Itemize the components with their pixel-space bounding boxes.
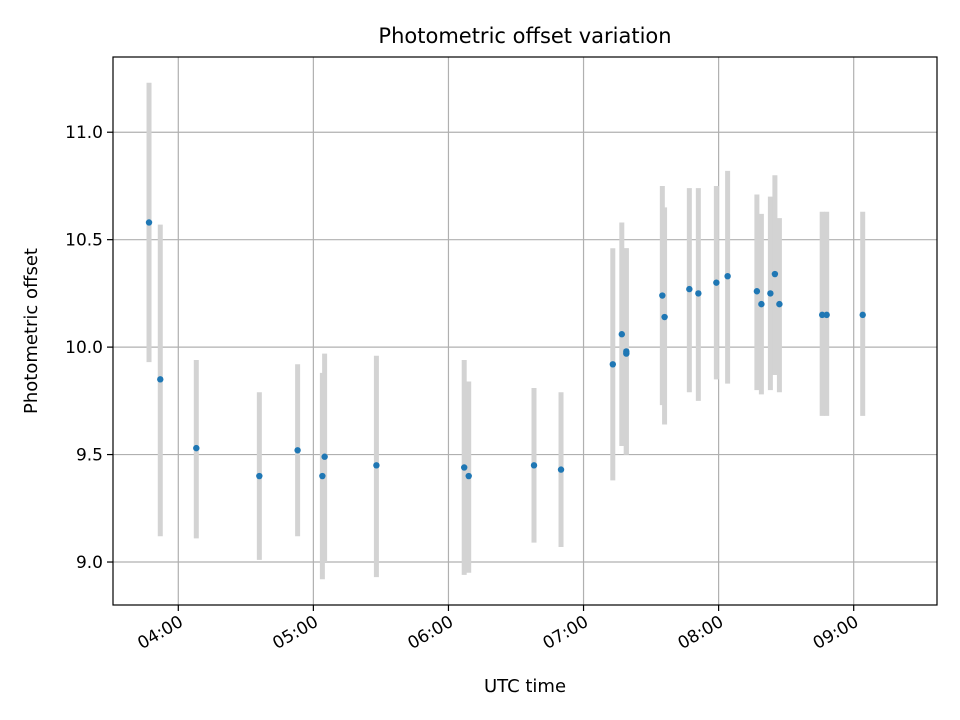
data-point — [818, 311, 826, 319]
data-point — [661, 313, 668, 321]
data-point — [618, 331, 626, 338]
data-point — [823, 311, 830, 319]
data-points — [145, 219, 866, 480]
y-tick-label: 9.5 — [76, 446, 103, 466]
data-point — [256, 472, 263, 480]
data-point — [461, 464, 468, 471]
y-axis: 9.0 9.5 10.0 10.5 11.0 — [65, 123, 113, 573]
data-point — [771, 270, 779, 278]
data-point — [321, 453, 328, 460]
plot-frame — [112, 56, 938, 606]
data-point — [686, 285, 693, 293]
y-tick-label: 10.5 — [65, 231, 103, 251]
data-point — [145, 219, 153, 226]
data-point — [623, 348, 630, 355]
y-tick-label: 9.0 — [76, 553, 103, 573]
data-point — [609, 361, 617, 368]
chart-title: Photometric offset variation — [378, 24, 671, 48]
data-point — [319, 472, 326, 480]
y-tick-label: 11.0 — [65, 123, 103, 143]
data-point — [767, 290, 774, 297]
data-point — [294, 447, 301, 454]
data-point — [530, 462, 538, 469]
data-point — [659, 292, 666, 299]
data-point — [157, 376, 164, 383]
data-point — [758, 300, 765, 308]
data-point — [557, 466, 565, 473]
data-point — [776, 300, 783, 308]
data-point — [373, 462, 380, 469]
data-point — [713, 279, 720, 286]
data-point — [859, 311, 866, 319]
data-point — [695, 290, 702, 297]
data-point — [465, 472, 472, 480]
x-axis-title: UTC time — [484, 676, 566, 697]
y-tick-label: 10.0 — [65, 338, 103, 358]
data-point — [753, 288, 761, 295]
data-point — [724, 273, 731, 280]
data-point — [193, 444, 200, 452]
y-axis-title: Photometric offset — [21, 248, 42, 414]
